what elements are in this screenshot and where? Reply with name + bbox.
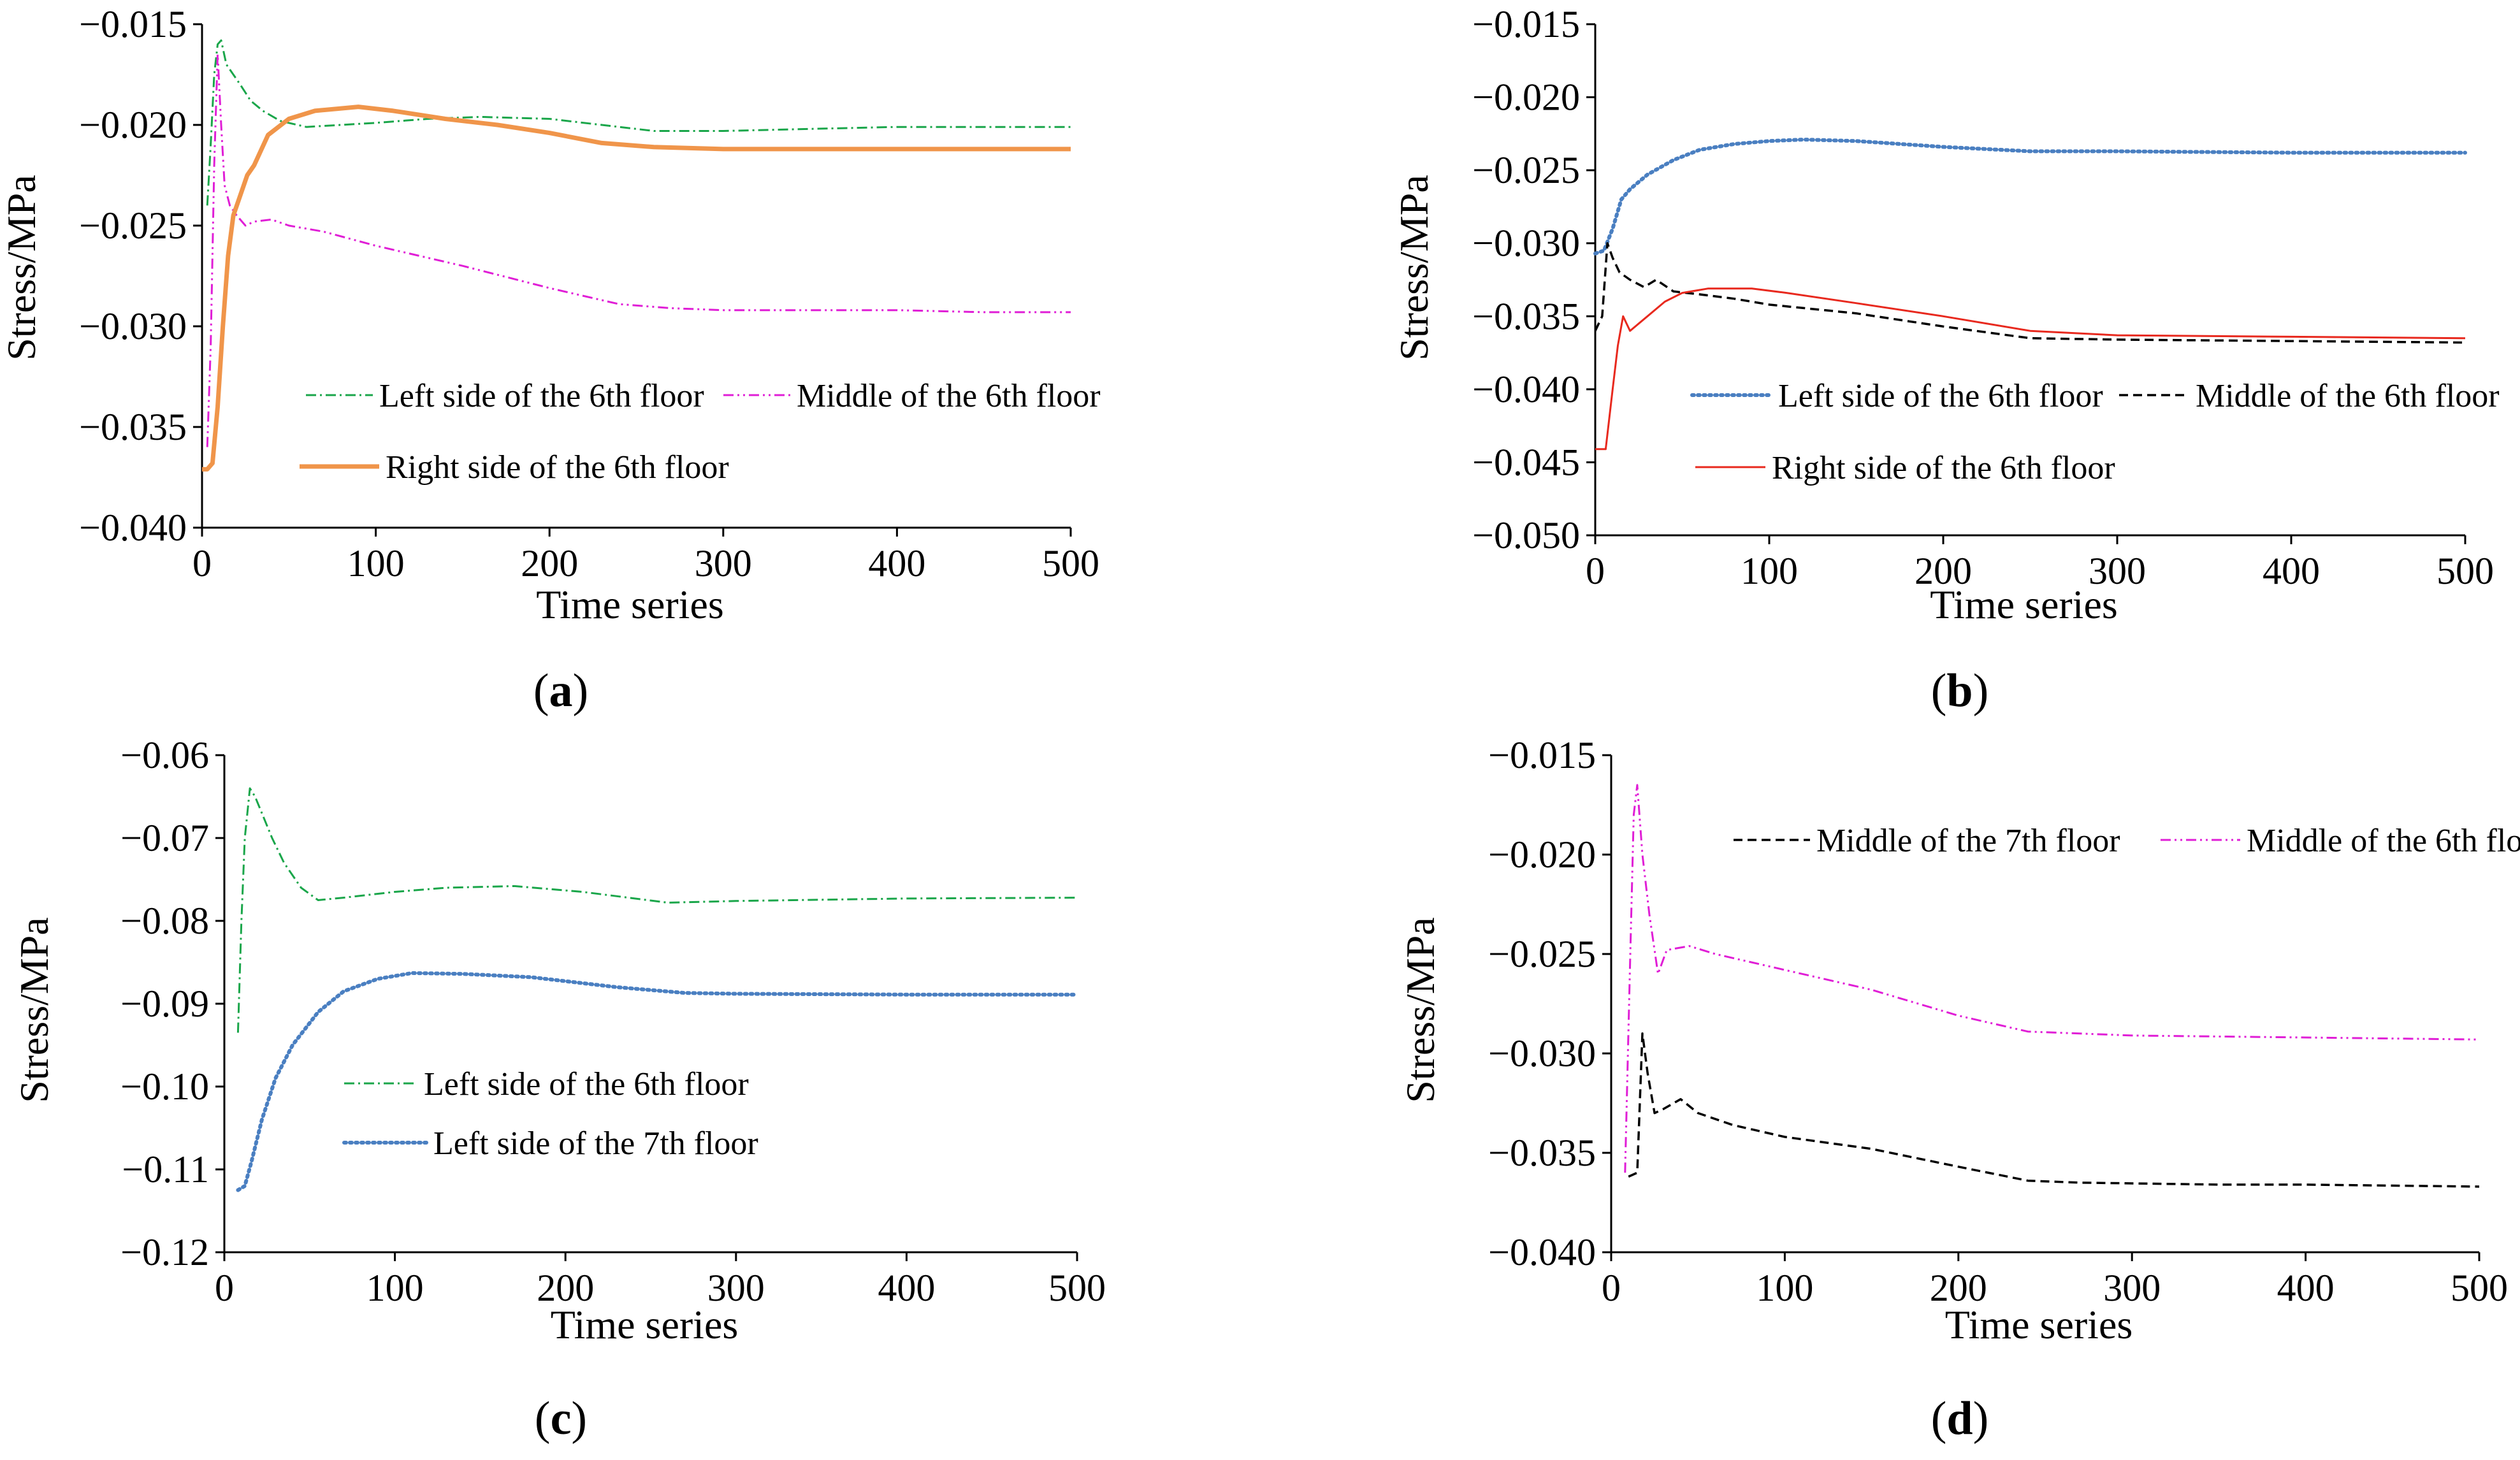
y-tick-label: −0.040 xyxy=(1472,368,1580,410)
x-tick-label: 100 xyxy=(347,542,405,584)
series-line xyxy=(202,105,1071,472)
y-tick-label: −0.030 xyxy=(79,305,187,347)
x-tick-label: 300 xyxy=(695,542,752,584)
x-axis-label: Time series xyxy=(536,582,724,627)
x-axis-label: Time series xyxy=(551,1302,739,1347)
y-tick-label: −0.030 xyxy=(1472,222,1580,264)
x-tick-label: 300 xyxy=(2089,550,2146,592)
y-tick-label: −0.015 xyxy=(1472,3,1580,45)
y-tick-label: −0.035 xyxy=(1488,1132,1596,1174)
legend-label: Middle of the 6th floor xyxy=(2247,823,2520,859)
chart-panel-c: −0.06 −0.07 −0.08 −0.09 −0.10 −0.11 −0.120 100 2… xyxy=(11,734,1106,1445)
x-axis-label: Time series xyxy=(1945,1302,2133,1347)
y-tick-label: −0.09 xyxy=(120,983,209,1025)
y-tick-label: −0.020 xyxy=(79,104,187,146)
y-tick-label: −0.07 xyxy=(120,817,209,859)
series-line xyxy=(1594,242,2466,344)
y-tick-label: −0.030 xyxy=(1488,1032,1596,1074)
y-tick-label: −0.035 xyxy=(1472,295,1580,337)
x-tick-label: 300 xyxy=(2103,1267,2161,1309)
x-tick-label: 0 xyxy=(1586,550,1605,592)
x-tick-label: 500 xyxy=(1042,542,1099,584)
y-tick-label: −0.040 xyxy=(1488,1231,1596,1273)
legend-label: Middle of the 7th floor xyxy=(1816,823,2120,859)
legend-label: Middle of the 6th floor xyxy=(797,378,1101,414)
x-tick-label: 400 xyxy=(868,542,925,584)
x-tick-label: 400 xyxy=(878,1267,935,1309)
y-tick-label: −0.045 xyxy=(1472,441,1580,483)
y-tick-label: −0.015 xyxy=(79,3,187,45)
x-tick-label: 200 xyxy=(521,542,578,584)
panel-label: (d) xyxy=(1931,1392,1988,1445)
x-tick-label: 500 xyxy=(2451,1267,2508,1309)
y-axis-label: Stress/MPa xyxy=(0,175,44,361)
x-tick-label: 200 xyxy=(1930,1267,1987,1309)
y-tick-label: −0.06 xyxy=(120,734,209,776)
legend-label: Left side of the 6th floor xyxy=(424,1066,749,1102)
y-tick-label: −0.035 xyxy=(79,406,187,448)
series-line xyxy=(236,971,1079,1192)
panel-label: (c) xyxy=(535,1392,587,1445)
x-tick-label: 500 xyxy=(2437,550,2494,592)
x-tick-label: 200 xyxy=(1915,550,1972,592)
y-tick-label: −0.10 xyxy=(120,1066,209,1108)
x-tick-label: 0 xyxy=(192,542,212,584)
panel-label: (b) xyxy=(1931,665,1988,717)
legend-label: Left side of the 6th floor xyxy=(1778,378,2103,414)
x-tick-label: 300 xyxy=(707,1267,765,1309)
series-line xyxy=(1624,784,2480,1173)
x-tick-label: 400 xyxy=(2263,550,2320,592)
legend-label: Right side of the 6th floor xyxy=(1772,450,2115,486)
series-line xyxy=(206,39,1071,206)
x-tick-label: 100 xyxy=(366,1267,424,1309)
y-tick-label: −0.050 xyxy=(1472,514,1580,556)
y-axis-label: Stress/MPa xyxy=(1398,917,1443,1103)
legend-label: Middle of the 6th floor xyxy=(2196,378,2500,414)
series-line xyxy=(236,787,1078,1033)
y-tick-label: −0.040 xyxy=(79,507,187,549)
x-tick-label: 0 xyxy=(215,1267,234,1309)
x-axis-label: Time series xyxy=(1930,582,2118,627)
y-tick-label: −0.020 xyxy=(1488,834,1596,876)
y-tick-label: −0.12 xyxy=(120,1231,209,1273)
legend-label: Right side of the 6th floor xyxy=(386,449,729,486)
y-tick-label: −0.015 xyxy=(1488,734,1596,776)
chart-panel-b: −0.015 −0.020 −0.025 −0.030 −0.035 −0.040 −0.0… xyxy=(1391,3,2500,717)
x-tick-label: 100 xyxy=(1756,1267,1813,1309)
legend-label: Left side of the 6th floor xyxy=(379,378,704,414)
y-tick-label: −0.11 xyxy=(122,1148,209,1190)
y-tick-label: −0.025 xyxy=(1472,149,1580,191)
series-line xyxy=(1593,138,2467,256)
x-tick-label: 0 xyxy=(1602,1267,1621,1309)
y-axis-label: Stress/MPa xyxy=(11,917,57,1103)
legend-label: Left side of the 7th floor xyxy=(433,1125,758,1162)
x-tick-label: 400 xyxy=(2277,1267,2335,1309)
y-tick-label: −0.025 xyxy=(79,205,187,247)
y-axis-label: Stress/MPa xyxy=(1391,175,1437,361)
y-tick-label: −0.08 xyxy=(120,900,209,942)
x-tick-label: 200 xyxy=(537,1267,594,1309)
series-line xyxy=(1595,287,2466,451)
y-tick-label: −0.020 xyxy=(1472,76,1580,119)
x-tick-label: 100 xyxy=(1741,550,1798,592)
series-line xyxy=(1628,1032,2480,1188)
y-tick-label: −0.025 xyxy=(1488,933,1596,975)
x-tick-label: 500 xyxy=(1048,1267,1106,1309)
series-line xyxy=(206,53,1071,447)
panel-label: (a) xyxy=(533,665,588,717)
